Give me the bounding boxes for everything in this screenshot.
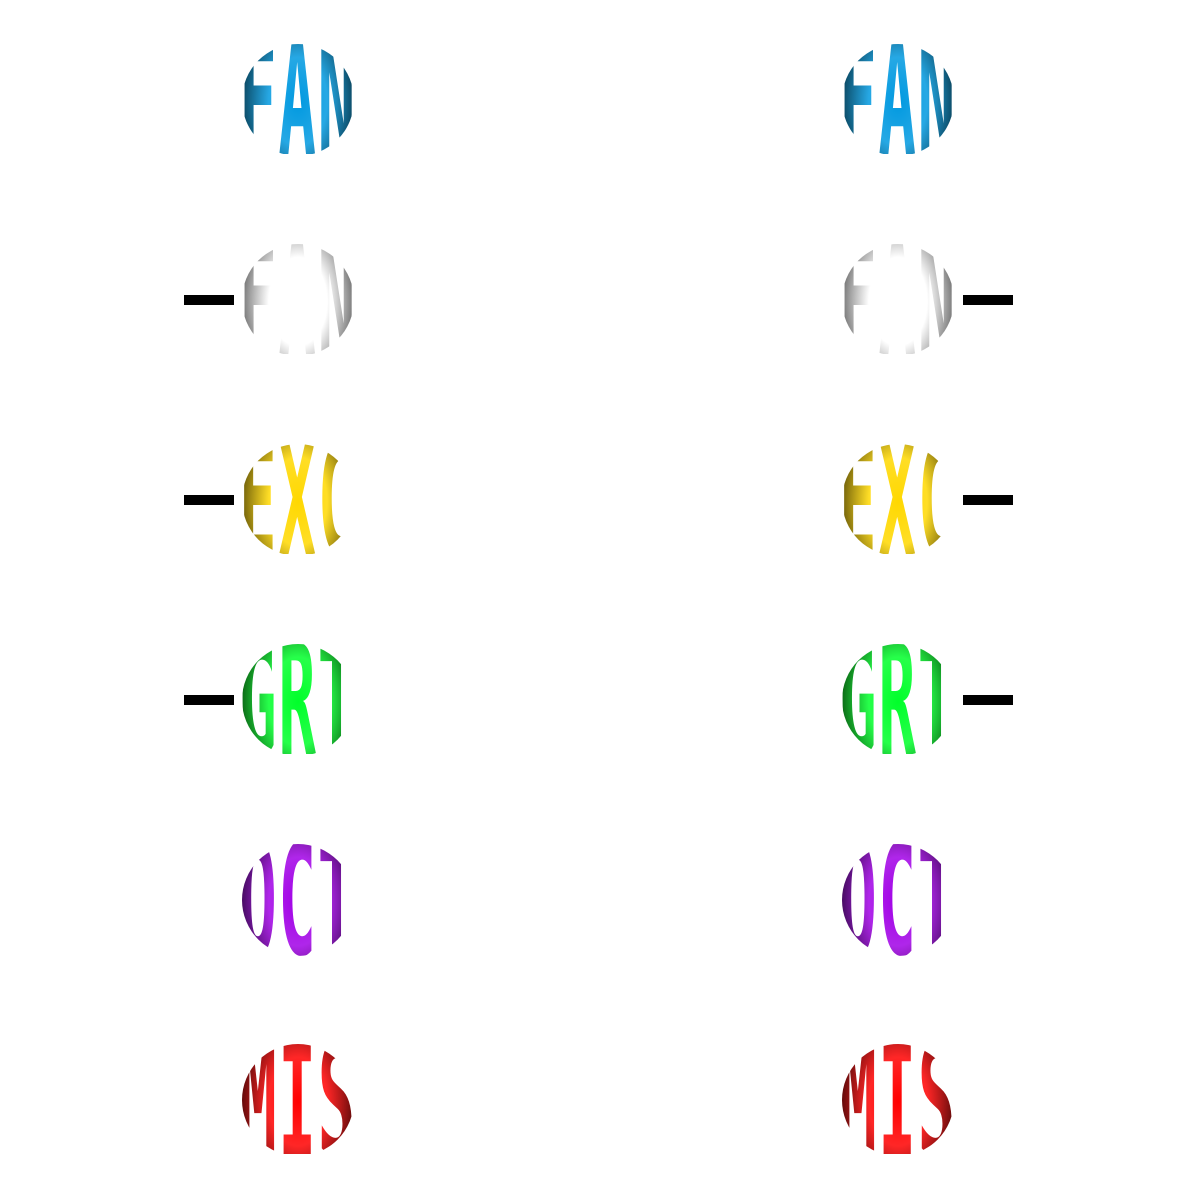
badge-exc-yellow-left: EXC [184, 412, 357, 591]
badge-grt-green-right: GRT [839, 612, 1013, 791]
badge-exc-yellow-right: EXC [839, 412, 1013, 591]
badge-fan-white-right: FAN [839, 212, 1013, 391]
badge-fan-blue-left: FAN [239, 12, 357, 191]
badge-label: OCT [239, 812, 357, 991]
connector-bar [184, 295, 234, 305]
badge-label: EXC [839, 412, 957, 591]
badge-label: MIS [239, 1012, 357, 1191]
badge-mis-red-left: MIS [239, 1012, 357, 1191]
connector-bar [963, 695, 1013, 705]
badge-oct-purple-left: OCT [239, 812, 357, 991]
badge-label: GRT [239, 612, 357, 791]
badge-fan-white-left: FAN [184, 212, 357, 391]
badge-label: MIS [839, 1012, 957, 1191]
badge-label: FAN [839, 212, 957, 391]
badge-label: FAN [239, 212, 357, 391]
badge-label: FAN [839, 12, 957, 191]
badge-label: EXC [239, 412, 357, 591]
connector-bar [963, 495, 1013, 505]
badge-label: OCT [839, 812, 957, 991]
connector-bar [184, 495, 234, 505]
badge-mis-red-right: MIS [839, 1012, 957, 1191]
badge-fan-blue-right: FAN [839, 12, 957, 191]
badge-grt-green-left: GRT [184, 612, 357, 791]
badge-label: GRT [839, 612, 957, 791]
connector-bar [184, 695, 234, 705]
badge-label: FAN [239, 12, 357, 191]
badge-oct-purple-right: OCT [839, 812, 957, 991]
connector-bar [963, 295, 1013, 305]
